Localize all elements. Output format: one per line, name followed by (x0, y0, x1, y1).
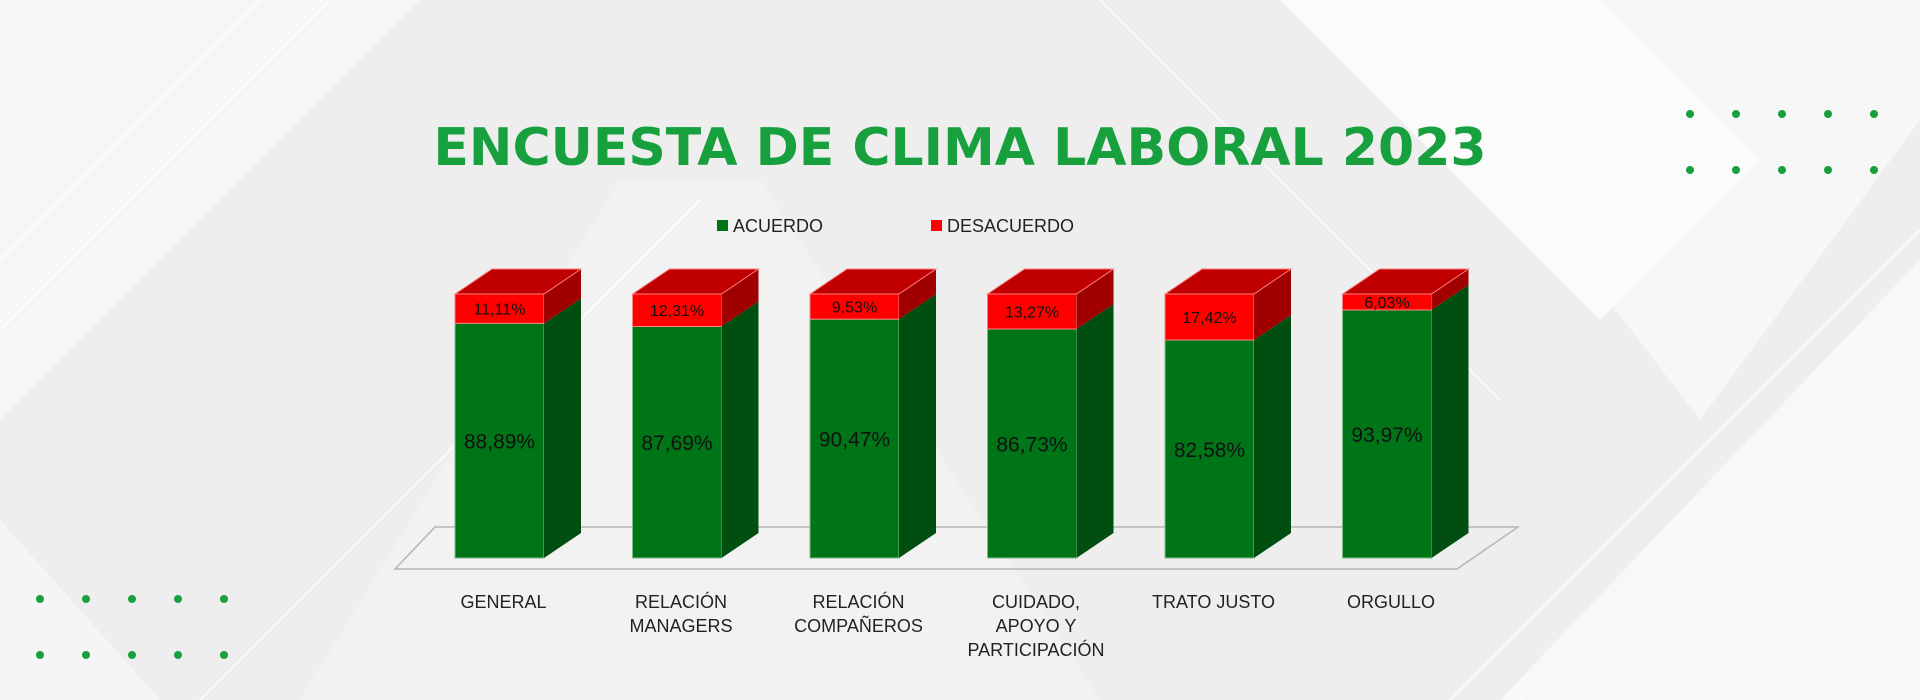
bar-desacuerdo-side (899, 269, 936, 320)
bar-desacuerdo-side (1254, 269, 1291, 340)
bar-desacuerdo-side (721, 269, 759, 327)
legend-swatch-acuerdo (717, 220, 728, 231)
bar-group: 93,97% 6,03% (1340, 268, 1471, 559)
data-label-acuerdo: 93,97% (1351, 424, 1422, 447)
decorative-dot (1686, 110, 1694, 118)
bar-desacuerdo-side (1431, 269, 1469, 310)
decorative-dot (1778, 110, 1786, 118)
decorative-dot (174, 651, 182, 659)
bar-top (1163, 268, 1293, 295)
decorative-dot (36, 651, 44, 659)
decorative-dot (128, 651, 136, 659)
data-label-desacuerdo: 6,03% (1364, 295, 1409, 312)
bar-top (453, 268, 583, 295)
category-label: COMPAÑEROS (794, 615, 923, 636)
decorative-dot (1686, 166, 1694, 174)
bar-acuerdo-side (1431, 284, 1469, 558)
data-label-acuerdo: 87,69% (641, 432, 712, 455)
decorative-dots-bottom-left (36, 595, 228, 659)
data-label-acuerdo: 82,58% (1174, 439, 1245, 462)
bar-desacuerdo-side (1076, 269, 1114, 330)
decorative-dot (1732, 166, 1740, 174)
bar-acuerdo-side (1254, 314, 1291, 558)
bar-top (808, 268, 938, 295)
bar-desacuerdo-front (454, 293, 545, 324)
bar-desacuerdo-front (1164, 293, 1255, 341)
data-label-desacuerdo: 13,27% (1005, 305, 1059, 322)
bar-group: 82,58% 17,42% (1163, 268, 1293, 559)
category-label: RELACIÓN (812, 591, 904, 612)
decorative-dot (1870, 166, 1878, 174)
legend: ACUERDO DESACUERDO (717, 216, 1074, 236)
bar-acuerdo-side (899, 294, 936, 558)
bar-acuerdo-front (809, 318, 900, 559)
decorative-dot (82, 651, 90, 659)
legend-label-desacuerdo: DESACUERDO (947, 216, 1074, 236)
data-label-acuerdo: 90,47% (819, 429, 890, 452)
bar-group: 87,69% 12,31% (630, 268, 761, 559)
legend-label-acuerdo: ACUERDO (733, 216, 823, 236)
bar-acuerdo-side (1076, 304, 1114, 558)
category-label: MANAGERS (629, 616, 732, 636)
bar-desacuerdo-side (544, 269, 581, 324)
bar-acuerdo-front (454, 322, 545, 559)
decorative-dot (1778, 166, 1786, 174)
data-label-desacuerdo: 17,42% (1182, 310, 1236, 327)
decorative-dot (1870, 110, 1878, 118)
category-label: RELACIÓN (635, 591, 727, 612)
page-title: ENCUESTA DE CLIMA LABORAL 2023 (433, 118, 1487, 178)
bar-acuerdo-front (1164, 339, 1255, 559)
data-label-desacuerdo: 12,31% (650, 303, 704, 320)
bar-acuerdo-side (721, 301, 759, 558)
bar-group: 90,47% 9,53% (808, 268, 938, 559)
legend-swatch-desacuerdo (931, 220, 942, 231)
category-label: PARTICIPACIÓN (967, 639, 1104, 660)
data-label-desacuerdo: 11,11% (474, 302, 526, 319)
data-label-desacuerdo: 9,53% (832, 300, 877, 317)
data-label-acuerdo: 86,73% (996, 434, 1067, 457)
decorative-dots-top-right (1686, 110, 1878, 174)
decorative-dot (36, 595, 44, 603)
category-label: ORGULLO (1347, 592, 1435, 612)
decorative-dot (128, 595, 136, 603)
bar-top (985, 268, 1116, 295)
bar-group: 88,89% 11,11% (453, 268, 583, 559)
bar-acuerdo-front (987, 328, 1077, 559)
bar-top (1340, 268, 1471, 295)
chart-floor (393, 526, 1521, 570)
bar-acuerdo-side (544, 298, 581, 558)
decorative-dot (220, 651, 228, 659)
decorative-dot (220, 595, 228, 603)
category-label: GENERAL (460, 592, 546, 612)
category-label: TRATO JUSTO (1152, 592, 1275, 612)
category-label: CUIDADO, (992, 592, 1080, 612)
decorative-dot (82, 595, 90, 603)
decorative-dot (174, 595, 182, 603)
bar-top (630, 268, 761, 295)
category-label: APOYO Y (996, 616, 1077, 636)
bar-acuerdo-front (632, 325, 722, 559)
bar-acuerdo-front (1342, 309, 1432, 559)
decorative-dot (1824, 166, 1832, 174)
decorative-dot (1824, 110, 1832, 118)
data-label-acuerdo: 88,89% (464, 431, 535, 454)
decorative-dot (1732, 110, 1740, 118)
bar-group: 86,73% 13,27% (985, 268, 1116, 559)
